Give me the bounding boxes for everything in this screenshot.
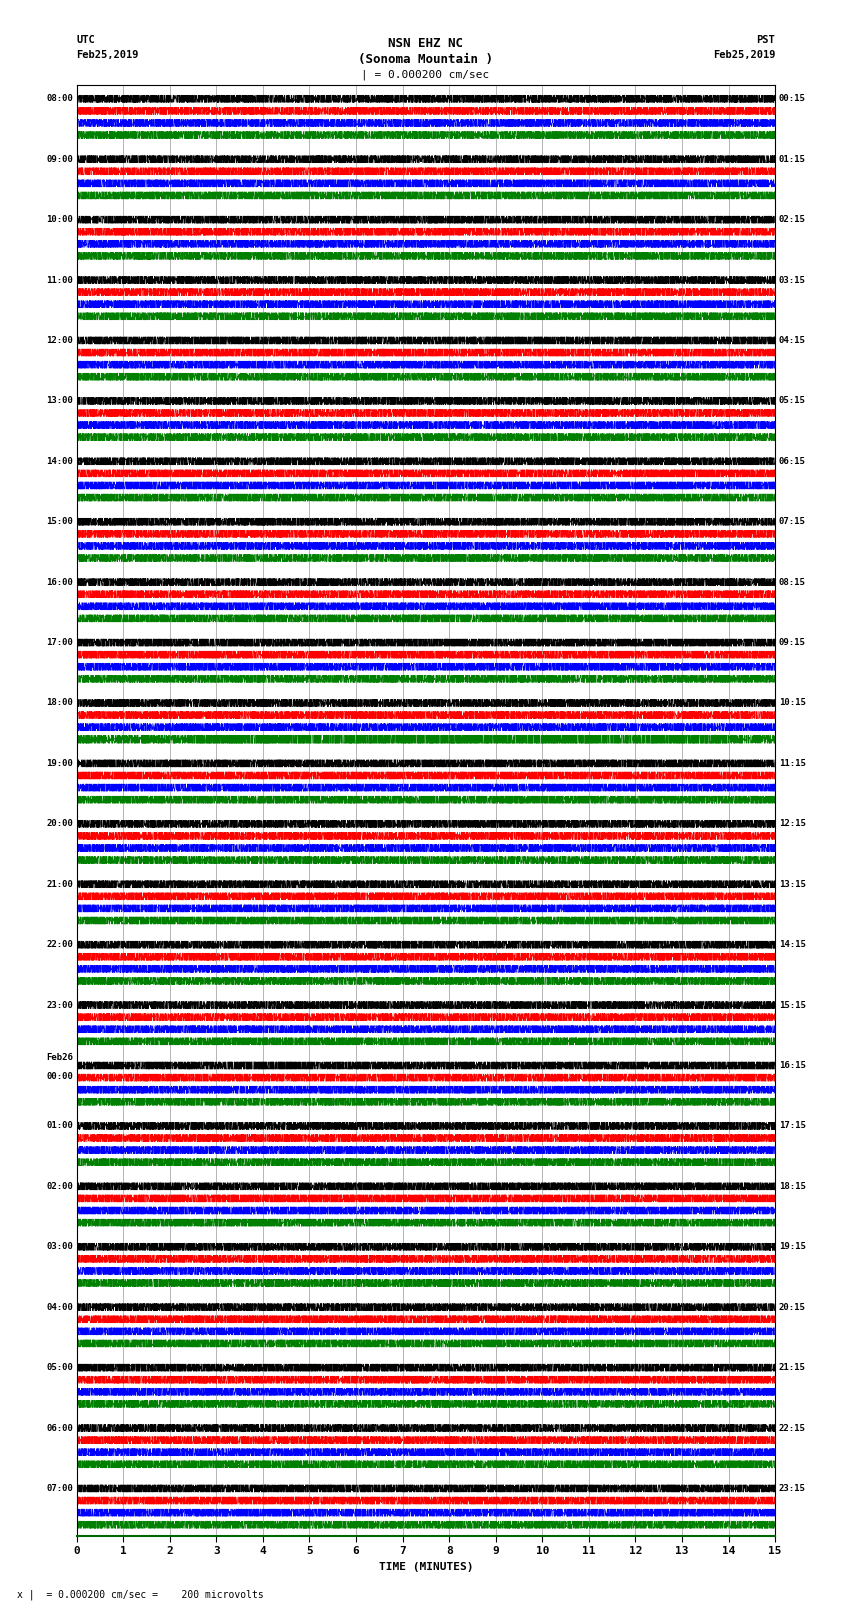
Text: 10:00: 10:00 xyxy=(46,215,73,224)
Text: 01:15: 01:15 xyxy=(779,155,806,163)
Text: 13:15: 13:15 xyxy=(779,879,806,889)
Text: 15:15: 15:15 xyxy=(779,1000,806,1010)
Text: 07:15: 07:15 xyxy=(779,518,806,526)
Text: Feb25,2019: Feb25,2019 xyxy=(712,50,775,60)
Text: 17:15: 17:15 xyxy=(779,1121,806,1131)
Text: 00:00: 00:00 xyxy=(46,1071,73,1081)
Text: 22:15: 22:15 xyxy=(779,1424,806,1432)
Text: 22:00: 22:00 xyxy=(46,940,73,948)
Text: 05:00: 05:00 xyxy=(46,1363,73,1373)
Text: 14:15: 14:15 xyxy=(779,940,806,948)
Text: 16:15: 16:15 xyxy=(779,1061,806,1069)
Text: x |  = 0.000200 cm/sec =    200 microvolts: x | = 0.000200 cm/sec = 200 microvolts xyxy=(17,1589,264,1600)
Text: 02:00: 02:00 xyxy=(46,1182,73,1190)
Text: 18:00: 18:00 xyxy=(46,698,73,708)
Text: 12:15: 12:15 xyxy=(779,819,806,829)
Text: 03:15: 03:15 xyxy=(779,276,806,284)
Text: 10:15: 10:15 xyxy=(779,698,806,708)
Text: 04:00: 04:00 xyxy=(46,1303,73,1311)
Text: UTC: UTC xyxy=(76,35,95,45)
Text: 00:15: 00:15 xyxy=(779,94,806,103)
Text: 20:00: 20:00 xyxy=(46,819,73,829)
Text: 08:00: 08:00 xyxy=(46,94,73,103)
Text: 03:00: 03:00 xyxy=(46,1242,73,1252)
Text: 08:15: 08:15 xyxy=(779,577,806,587)
Text: 07:00: 07:00 xyxy=(46,1484,73,1494)
Text: 11:00: 11:00 xyxy=(46,276,73,284)
Text: 18:15: 18:15 xyxy=(779,1182,806,1190)
Text: Feb26: Feb26 xyxy=(46,1053,73,1063)
Text: 05:15: 05:15 xyxy=(779,397,806,405)
Text: 20:15: 20:15 xyxy=(779,1303,806,1311)
Text: 19:00: 19:00 xyxy=(46,758,73,768)
Text: 23:00: 23:00 xyxy=(46,1000,73,1010)
Text: 09:15: 09:15 xyxy=(779,639,806,647)
Text: 01:00: 01:00 xyxy=(46,1121,73,1131)
Text: 21:15: 21:15 xyxy=(779,1363,806,1373)
X-axis label: TIME (MINUTES): TIME (MINUTES) xyxy=(378,1561,473,1571)
Text: 06:00: 06:00 xyxy=(46,1424,73,1432)
Text: 06:15: 06:15 xyxy=(779,456,806,466)
Text: 23:15: 23:15 xyxy=(779,1484,806,1494)
Text: PST: PST xyxy=(756,35,775,45)
Text: Feb25,2019: Feb25,2019 xyxy=(76,50,139,60)
Text: | = 0.000200 cm/sec: | = 0.000200 cm/sec xyxy=(361,69,489,81)
Text: 16:00: 16:00 xyxy=(46,577,73,587)
Text: 02:15: 02:15 xyxy=(779,215,806,224)
Text: 14:00: 14:00 xyxy=(46,456,73,466)
Text: 04:15: 04:15 xyxy=(779,336,806,345)
Text: NSN EHZ NC: NSN EHZ NC xyxy=(388,37,462,50)
Text: 09:00: 09:00 xyxy=(46,155,73,163)
Text: 19:15: 19:15 xyxy=(779,1242,806,1252)
Text: 15:00: 15:00 xyxy=(46,518,73,526)
Text: 17:00: 17:00 xyxy=(46,639,73,647)
Text: 13:00: 13:00 xyxy=(46,397,73,405)
Text: (Sonoma Mountain ): (Sonoma Mountain ) xyxy=(358,53,492,66)
Text: 11:15: 11:15 xyxy=(779,758,806,768)
Text: 21:00: 21:00 xyxy=(46,879,73,889)
Text: 12:00: 12:00 xyxy=(46,336,73,345)
